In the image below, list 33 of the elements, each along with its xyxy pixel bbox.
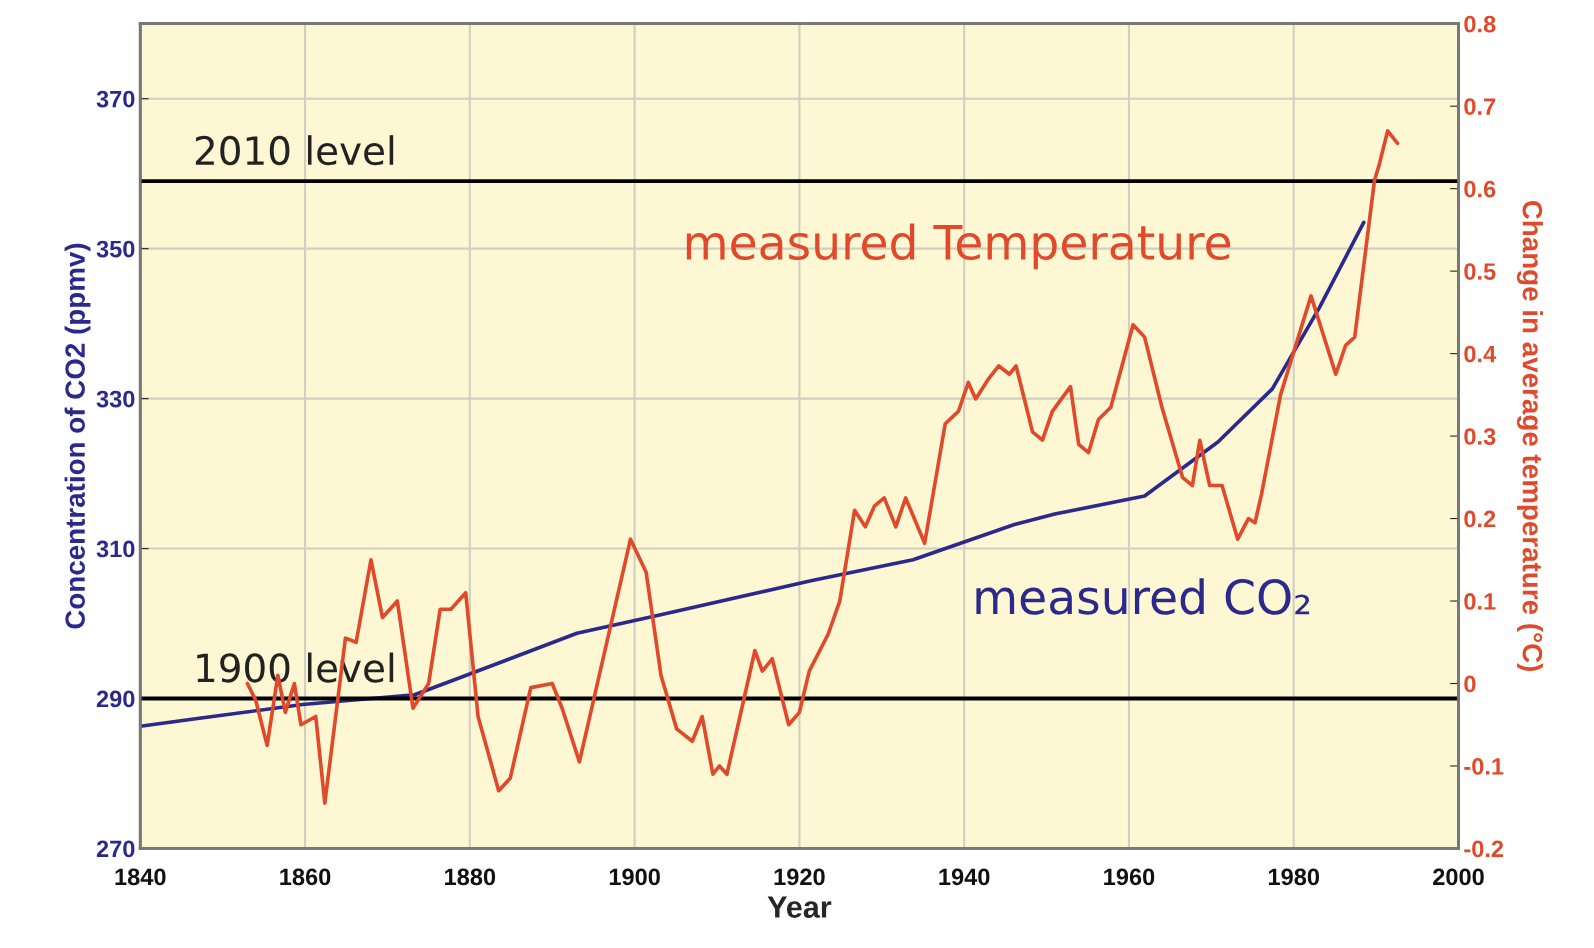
- y2-tick-label: 0.4: [1464, 345, 1497, 363]
- line-series: [140, 220, 1366, 729]
- y2-tick-label: 0.1: [1464, 593, 1496, 610]
- y2-tick-label: -0.2: [1464, 840, 1504, 858]
- y-tick-label: 290: [96, 690, 135, 708]
- y2-axis-title: Change in average temperature (°C): [1516, 200, 1543, 672]
- y2-tick-label: 0.2: [1464, 510, 1496, 528]
- x-tick-label: 1980: [1268, 868, 1320, 886]
- y2-tick-label: 0: [1464, 675, 1476, 693]
- y-tick-label: 270: [96, 840, 135, 858]
- x-tick-label: 1960: [1104, 868, 1155, 886]
- x-tick-label: 1900: [609, 868, 660, 886]
- series-label: measured Temperature: [686, 223, 1231, 270]
- x-tick-label: 2000: [1433, 868, 1484, 886]
- x-tick-label: 1860: [280, 868, 331, 886]
- y-tick-label: 350: [96, 240, 135, 258]
- x-tick-label: 1880: [445, 868, 496, 886]
- y2-tick-label: 0.3: [1464, 428, 1496, 445]
- x-tick-label: 1940: [939, 868, 990, 886]
- y-tick-label: 330: [96, 390, 135, 408]
- y-tick-label: 370: [96, 90, 135, 108]
- ref-line-label: 2010 level: [195, 135, 394, 166]
- x-axis-title: Year: [767, 896, 832, 918]
- y-axis-title: Concentration of CO2 (ppmv): [64, 243, 91, 629]
- y2-tick-label: -0.1: [1464, 758, 1504, 775]
- x-tick-label: 1920: [774, 868, 825, 886]
- y2-tick-label: 0.6: [1464, 180, 1496, 198]
- y-tick-label: 310: [96, 540, 135, 558]
- series-label: measured CO₂: [976, 578, 1310, 615]
- y2-tick-label: 0.8: [1464, 15, 1496, 33]
- y2-tick-label: 0.5: [1464, 263, 1496, 280]
- y2-tick-label: 0.7: [1464, 98, 1496, 115]
- x-tick-label: 1840: [115, 868, 166, 886]
